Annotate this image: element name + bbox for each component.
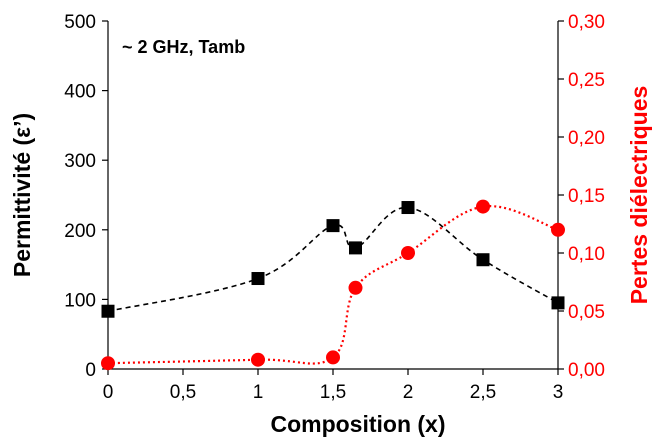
y-right-tick-label: 0,25 (568, 70, 605, 91)
y-right-tick-label: 0,20 (568, 128, 605, 149)
y-right-tick-label: 0,05 (568, 302, 605, 323)
series-0-square-marker (251, 272, 265, 286)
series-1-circle-marker (101, 356, 115, 371)
series-1-circle-marker (251, 352, 265, 367)
series-0-square-marker (101, 304, 115, 318)
x-tick-label: 1,5 (320, 382, 346, 403)
series-layer (101, 199, 565, 371)
x-tick-label: 2,5 (470, 382, 496, 403)
series-1-circle-marker (348, 280, 363, 295)
x-tick-label: 0 (103, 382, 114, 403)
series-1-circle-marker (476, 199, 490, 214)
y-right-tick-label: 0,15 (568, 186, 605, 207)
y-right-tick-label: 0,10 (568, 244, 605, 265)
x-tick-label: 3 (553, 382, 564, 403)
y-left-tick-label: 0 (85, 360, 96, 381)
chart-annotation: ~ 2 GHz, Tamb (122, 37, 245, 57)
series-1-circle-marker (326, 350, 340, 365)
x-tick-label: 1 (253, 382, 264, 403)
series-0-square-marker (476, 253, 490, 267)
y-left-tick-label: 400 (64, 82, 96, 103)
labels-layer: ~ 2 GHz, Tamb Composition (x) Permittivi… (9, 37, 652, 437)
axes-layer: 0 0,5 1 1,5 2 2,5 3 0 100 200 300 400 500 0,00 0,05 0,1… (64, 12, 605, 403)
y-left-tick-label: 300 (64, 151, 96, 172)
x-tick-label: 0,5 (170, 382, 196, 403)
series-1-circle-marker (551, 222, 565, 237)
series-0-square-marker (551, 296, 565, 310)
x-tick-label: 2 (403, 382, 414, 403)
y-right-tick-label: 0,00 (568, 360, 605, 381)
y-right-axis-title: Pertes diélectriques (626, 86, 652, 305)
series-0-square-marker (326, 219, 340, 233)
series-0-square-marker (349, 241, 362, 255)
y-left-tick-label: 500 (64, 12, 96, 33)
series-0-square-marker (401, 201, 415, 215)
x-axis-title: Composition (x) (270, 411, 445, 437)
y-left-tick-label: 100 (64, 290, 96, 311)
y-right-tick-label: 0,30 (568, 12, 605, 33)
y-left-tick-label: 200 (64, 221, 96, 242)
y-left-axis-title: Permittivité (ε’) (9, 113, 35, 277)
series-1-circle-marker (401, 246, 415, 260)
